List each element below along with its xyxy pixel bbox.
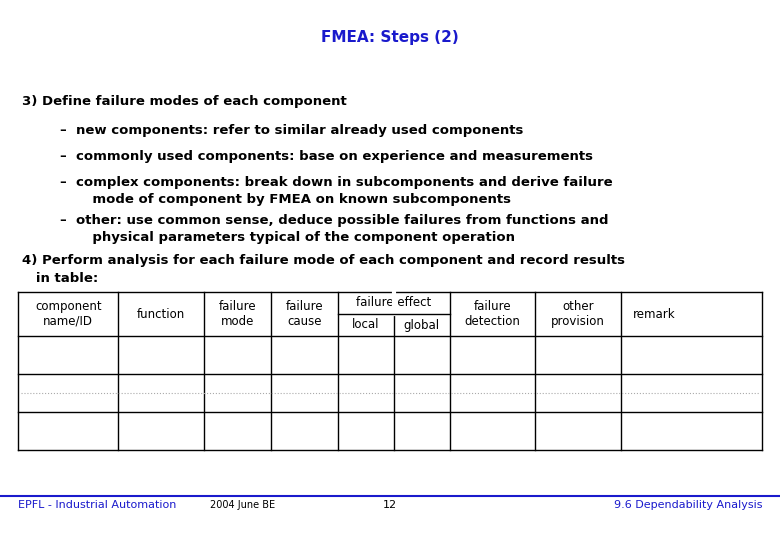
- Text: –  new components: refer to similar already used components: – new components: refer to similar alrea…: [60, 124, 523, 137]
- Text: 3) Define failure modes of each component: 3) Define failure modes of each componen…: [22, 95, 347, 108]
- Text: –  complex components: break down in subcomponents and derive failure
       mod: – complex components: break down in subc…: [60, 176, 612, 206]
- Text: 12: 12: [383, 500, 397, 510]
- Text: 9.6 Dependability Analysis: 9.6 Dependability Analysis: [614, 500, 762, 510]
- Text: EPFL - Industrial Automation: EPFL - Industrial Automation: [18, 500, 176, 510]
- Text: 4) Perform analysis for each failure mode of each component and record results: 4) Perform analysis for each failure mod…: [22, 254, 625, 267]
- Text: component
name/ID: component name/ID: [35, 300, 101, 328]
- Text: function: function: [137, 307, 186, 321]
- Text: other
provision: other provision: [551, 300, 604, 328]
- Text: remark: remark: [633, 307, 675, 321]
- Text: 2004 June BE: 2004 June BE: [210, 500, 275, 510]
- Text: in table:: in table:: [22, 272, 98, 285]
- Text: FMEA: Steps (2): FMEA: Steps (2): [321, 30, 459, 45]
- Text: global: global: [403, 319, 440, 332]
- Text: failure
mode: failure mode: [218, 300, 257, 328]
- Text: –  commonly used components: base on experience and measurements: – commonly used components: base on expe…: [60, 150, 593, 163]
- Text: failure effect: failure effect: [356, 296, 431, 309]
- Text: failure
detection: failure detection: [464, 300, 520, 328]
- Text: local: local: [352, 319, 380, 332]
- Text: –  other: use common sense, deduce possible failures from functions and
       p: – other: use common sense, deduce possib…: [60, 214, 608, 244]
- Text: failure
cause: failure cause: [285, 300, 323, 328]
